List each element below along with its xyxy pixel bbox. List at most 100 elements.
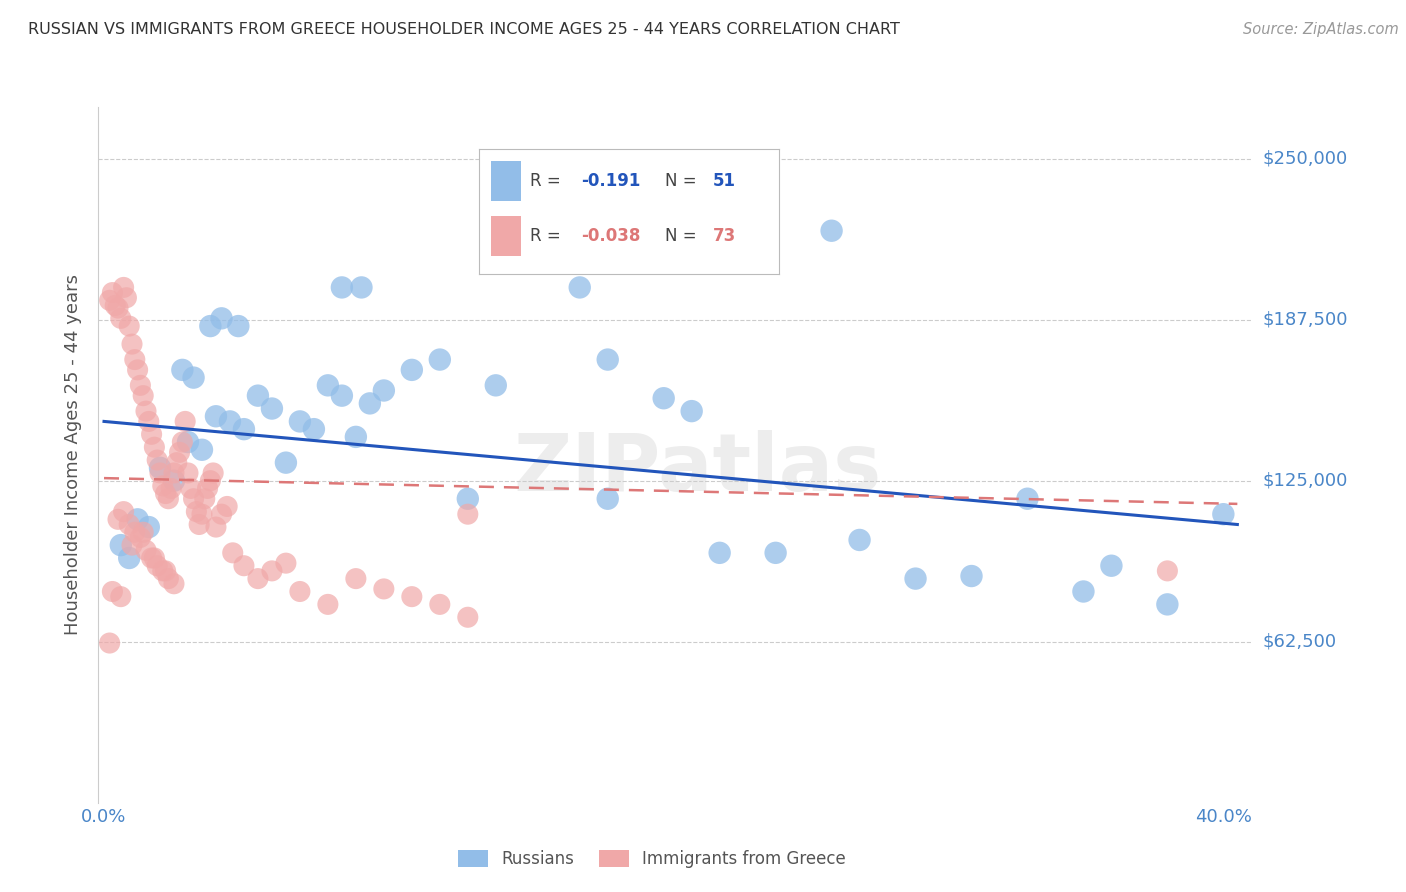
Point	[135, 543, 157, 558]
Point	[149, 460, 172, 475]
Point	[110, 311, 132, 326]
Point	[302, 422, 325, 436]
Point	[141, 427, 163, 442]
Point	[143, 440, 166, 454]
Text: RUSSIAN VS IMMIGRANTS FROM GREECE HOUSEHOLDER INCOME AGES 25 - 44 YEARS CORRELAT: RUSSIAN VS IMMIGRANTS FROM GREECE HOUSEH…	[28, 22, 900, 37]
Point	[112, 280, 135, 294]
Point	[1099, 558, 1122, 573]
Point	[401, 590, 423, 604]
Point	[429, 598, 451, 612]
Point	[211, 507, 233, 521]
Point	[143, 551, 166, 566]
Point	[596, 352, 619, 367]
Point	[205, 520, 228, 534]
Point	[127, 363, 149, 377]
Point	[344, 572, 367, 586]
Text: $250,000: $250,000	[1263, 150, 1348, 168]
Point	[157, 491, 180, 506]
Point	[129, 530, 152, 544]
Point	[174, 414, 197, 428]
Point	[219, 414, 242, 428]
Point	[110, 590, 132, 604]
Point	[107, 512, 129, 526]
Point	[166, 456, 188, 470]
Point	[316, 378, 339, 392]
Point	[132, 525, 155, 540]
Point	[904, 572, 927, 586]
Point	[540, 224, 562, 238]
Point	[191, 507, 214, 521]
Point	[188, 517, 211, 532]
Point	[457, 491, 479, 506]
Point	[228, 319, 250, 334]
Point	[200, 319, 222, 334]
Point	[160, 482, 183, 496]
Point	[121, 337, 143, 351]
Point	[183, 491, 205, 506]
Point	[146, 558, 169, 573]
Point	[172, 435, 194, 450]
Point	[138, 414, 160, 428]
Point	[246, 389, 269, 403]
Point	[359, 396, 381, 410]
Point	[344, 430, 367, 444]
Point	[765, 546, 787, 560]
Point	[457, 610, 479, 624]
Point	[205, 409, 228, 424]
Point	[513, 242, 536, 256]
Point	[232, 558, 254, 573]
Point	[98, 293, 121, 308]
Point	[141, 551, 163, 566]
Point	[960, 569, 983, 583]
Point	[101, 285, 124, 300]
Point	[180, 482, 202, 496]
Point	[152, 479, 174, 493]
Point	[129, 378, 152, 392]
Point	[681, 404, 703, 418]
Point	[1156, 598, 1178, 612]
Point	[107, 301, 129, 315]
Point	[163, 474, 186, 488]
Point	[200, 474, 222, 488]
Point	[112, 505, 135, 519]
Point	[848, 533, 870, 547]
Point	[232, 422, 254, 436]
Point	[115, 291, 138, 305]
Point	[274, 456, 297, 470]
Point	[177, 435, 200, 450]
Legend: Russians, Immigrants from Greece: Russians, Immigrants from Greece	[451, 843, 852, 874]
Point	[177, 466, 200, 480]
Point	[596, 491, 619, 506]
Point	[222, 546, 245, 560]
Point	[485, 378, 508, 392]
Point	[98, 636, 121, 650]
Point	[155, 486, 177, 500]
Point	[152, 564, 174, 578]
Point	[146, 453, 169, 467]
Point	[288, 414, 311, 428]
Point	[135, 404, 157, 418]
Point	[191, 442, 214, 457]
Point	[104, 298, 127, 312]
Text: ZIPatlas: ZIPatlas	[513, 430, 882, 508]
Point	[373, 384, 395, 398]
Point	[194, 491, 217, 506]
Point	[124, 525, 146, 540]
Point	[211, 311, 233, 326]
Point	[260, 401, 283, 416]
Point	[709, 546, 731, 560]
Point	[202, 466, 225, 480]
Point	[246, 572, 269, 586]
Point	[568, 280, 591, 294]
Text: $62,500: $62,500	[1263, 632, 1337, 651]
Point	[316, 598, 339, 612]
Text: $187,500: $187,500	[1263, 310, 1348, 328]
Text: Source: ZipAtlas.com: Source: ZipAtlas.com	[1243, 22, 1399, 37]
Point	[132, 389, 155, 403]
Point	[124, 352, 146, 367]
Y-axis label: Householder Income Ages 25 - 44 years: Householder Income Ages 25 - 44 years	[65, 275, 83, 635]
Point	[429, 352, 451, 367]
Point	[121, 538, 143, 552]
Point	[183, 370, 205, 384]
Point	[1156, 564, 1178, 578]
